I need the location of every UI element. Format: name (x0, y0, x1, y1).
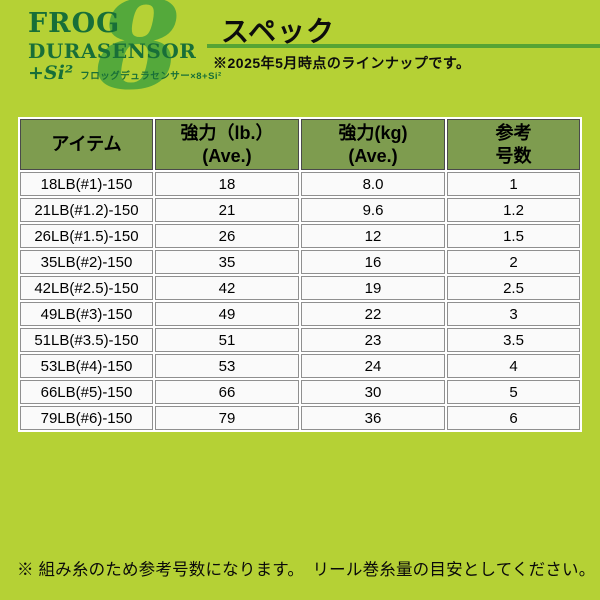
brand-si2-mark: +Si² (28, 62, 74, 84)
table-cell: 1 (447, 172, 580, 196)
brand-name-line2: DURASENSOR (28, 39, 197, 63)
numeral-8-glyph: 8 (96, 0, 181, 117)
table-cell: 2.5 (447, 276, 580, 300)
table-cell: 42 (154, 276, 299, 300)
brand-caption-japanese: フロッグデュラセンサー×8+Si² (80, 71, 222, 82)
table-row: 66LB(#5)-150 66 30 5 (20, 380, 580, 404)
table-cell: 42LB(#2.5)-150 (20, 276, 153, 300)
table-cell: 21LB(#1.2)-150 (20, 198, 153, 222)
table-cell: 3.5 (447, 328, 580, 352)
table-cell: 1.2 (447, 198, 580, 222)
brand-logo: FROG DURASENSOR +Si² フロッグデュラセンサー×8+Si² (28, 10, 222, 83)
table-cell: 4 (447, 354, 580, 378)
table-cell: 49 (154, 302, 299, 326)
table-cell: 26 (154, 224, 299, 248)
table-cell: 51LB(#3.5)-150 (20, 328, 153, 352)
table-cell: 12 (300, 224, 446, 248)
table-cell: 1.5 (447, 224, 580, 248)
table-cell: 8.0 (300, 172, 446, 196)
table-cell: 3 (447, 302, 580, 326)
table-cell: 9.6 (300, 198, 446, 222)
table-cell: 51 (154, 328, 299, 352)
table-row: 18LB(#1)-150 18 8.0 1 (20, 172, 580, 196)
table-cell: 5 (447, 380, 580, 404)
table-row: 51LB(#3.5)-150 51 23 3.5 (20, 328, 580, 352)
table-row: 42LB(#2.5)-150 42 19 2.5 (20, 276, 580, 300)
table-row: 53LB(#4)-150 53 24 4 (20, 354, 580, 378)
table-row: 79LB(#6)-150 79 36 6 (20, 406, 580, 430)
table-row: 49LB(#3)-150 49 22 3 (20, 302, 580, 326)
table-row: 26LB(#1.5)-150 26 12 1.5 (20, 224, 580, 248)
table-cell: 16 (300, 250, 446, 274)
column-header: 強力(kg) (Ave.) (300, 119, 446, 170)
table-cell: 79 (154, 406, 299, 430)
table-cell: 53LB(#4)-150 (20, 354, 153, 378)
table-cell: 35 (154, 250, 299, 274)
title-underline-divider (207, 44, 600, 48)
table-row: 21LB(#1.2)-150 21 9.6 1.2 (20, 198, 580, 222)
table-cell: 30 (300, 380, 446, 404)
table-cell: 18LB(#1)-150 (20, 172, 153, 196)
brand-name-line3: +Si² フロッグデュラセンサー×8+Si² (28, 64, 222, 83)
table-cell: 66LB(#5)-150 (20, 380, 153, 404)
column-header: アイテム (20, 119, 153, 170)
table-cell: 79LB(#6)-150 (20, 406, 153, 430)
table-cell: 2 (447, 250, 580, 274)
footer-disclaimer-note: ※ 組み糸のため参考号数になります。 リール巻糸量の目安としてください。 (17, 561, 596, 579)
column-header: 強力（lb.） (Ave.) (154, 119, 299, 170)
table-header-row: アイテム 強力（lb.） (Ave.) 強力(kg) (Ave.) 参考 号数 (20, 119, 580, 170)
lineup-date-note: ※2025年5月時点のラインナップです。 (213, 55, 471, 71)
table-cell: 36 (300, 406, 446, 430)
brand-name-line1: FROG (28, 8, 121, 39)
table-cell: 18 (154, 172, 299, 196)
table-cell: 21 (154, 198, 299, 222)
table-cell: 23 (300, 328, 446, 352)
table-cell: 6 (447, 406, 580, 430)
page-title: スペック (221, 16, 336, 47)
table-cell: 66 (154, 380, 299, 404)
table-cell: 49LB(#3)-150 (20, 302, 153, 326)
table-cell: 35LB(#2)-150 (20, 250, 153, 274)
table-cell: 53 (154, 354, 299, 378)
table-cell: 22 (300, 302, 446, 326)
table-row: 35LB(#2)-150 35 16 2 (20, 250, 580, 274)
table-body: 18LB(#1)-150 18 8.0 1 21LB(#1.2)-150 21 9.6 1.2… (20, 172, 580, 430)
table-cell: 24 (300, 354, 446, 378)
column-header: 参考 号数 (447, 119, 580, 170)
table-cell: 19 (300, 276, 446, 300)
table-cell: 26LB(#1.5)-150 (20, 224, 153, 248)
spec-table: アイテム 強力（lb.） (Ave.) 強力(kg) (Ave.) 参考 号数 18LB(#… (18, 117, 582, 432)
